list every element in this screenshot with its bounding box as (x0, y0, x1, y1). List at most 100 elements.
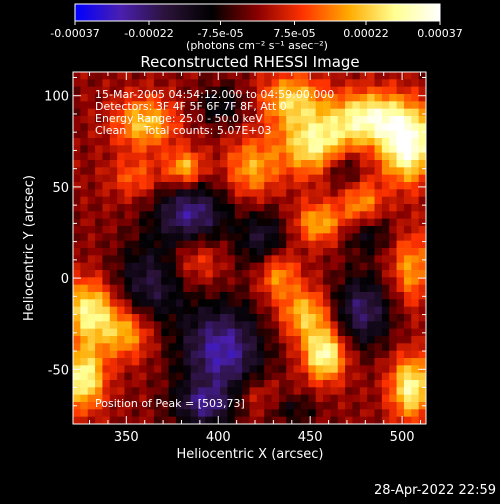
heatmap-pixel (381, 270, 390, 278)
heatmap-pixel (161, 72, 170, 80)
heatmap-pixel (212, 196, 221, 205)
heatmap-pixel (308, 218, 317, 227)
colorbar-tick-label: 0.00037 (417, 27, 463, 40)
heatmap-pixel (286, 72, 295, 80)
heatmap-pixel (183, 328, 192, 337)
heatmap-pixel (330, 350, 339, 359)
heatmap-pixel (205, 277, 214, 286)
heatmap-pixel (109, 101, 118, 110)
heatmap-pixel (308, 101, 317, 110)
heatmap-pixel (337, 394, 346, 403)
heatmap-pixel (300, 240, 309, 249)
heatmap-pixel (256, 226, 265, 234)
heatmap-pixel (278, 262, 287, 271)
heatmap-pixel (139, 101, 148, 110)
heatmap-pixel (345, 196, 354, 205)
heatmap-pixel (411, 387, 420, 396)
heatmap-pixel (102, 299, 111, 308)
heatmap-pixel (396, 182, 405, 190)
heatmap-pixel (389, 387, 398, 396)
heatmap-pixel (403, 277, 412, 286)
heatmap-pixel (190, 94, 199, 102)
heatmap-pixel (345, 306, 354, 315)
heatmap-pixel (87, 255, 96, 264)
heatmap-pixel (102, 358, 111, 366)
heatmap-pixel (403, 409, 412, 418)
heatmap-pixel (389, 189, 398, 198)
heatmap-pixel (323, 270, 331, 278)
heatmap-pixel (256, 336, 265, 344)
heatmap-pixel (249, 343, 258, 352)
heatmap-pixel (124, 270, 133, 278)
heatmap-pixel (389, 262, 398, 271)
heatmap-pixel (396, 174, 405, 183)
x-tick-label: 350 (114, 430, 139, 445)
heatmap-pixel (131, 358, 140, 366)
heatmap-pixel (308, 409, 317, 418)
heatmap-pixel (131, 248, 140, 256)
heatmap-pixel (212, 380, 221, 388)
heatmap-pixel (278, 350, 287, 359)
heatmap-pixel (389, 218, 398, 227)
heatmap-pixel (330, 321, 339, 330)
heatmap-pixel (315, 343, 324, 352)
heatmap-pixel (249, 328, 258, 337)
heatmap-pixel (161, 277, 170, 286)
heatmap-pixel (131, 365, 140, 374)
heatmap-pixel (242, 292, 251, 300)
heatmap-pixel (168, 152, 177, 161)
heatmap-pixel (256, 409, 265, 418)
heatmap-pixel (256, 387, 265, 396)
heatmap-pixel (190, 292, 199, 300)
heatmap-pixel (411, 218, 420, 227)
heatmap-pixel (109, 174, 118, 183)
heatmap-pixel (293, 314, 302, 322)
heatmap-pixel (146, 86, 155, 95)
heatmap-pixel (131, 116, 140, 124)
heatmap-pixel (190, 233, 199, 242)
heatmap-pixel (300, 145, 309, 154)
heatmap-pixel (249, 270, 258, 278)
heatmap-pixel (367, 108, 376, 117)
heatmap-pixel (73, 182, 81, 190)
heatmap-pixel (139, 94, 148, 102)
heatmap-pixel (337, 174, 346, 183)
heatmap-pixel (183, 306, 192, 315)
heatmap-pixel (95, 328, 104, 337)
heatmap-pixel (256, 152, 265, 161)
heatmap-pixel (367, 204, 376, 212)
heatmap-pixel (73, 94, 81, 102)
heatmap-pixel (153, 189, 162, 198)
heatmap-pixel (264, 182, 273, 190)
heatmap-pixel (117, 138, 126, 146)
heatmap-pixel (242, 79, 251, 88)
heatmap-pixel (73, 409, 81, 418)
heatmap-pixel (139, 314, 148, 322)
heatmap-pixel (249, 226, 258, 234)
heatmap-pixel (418, 262, 426, 271)
heatmap-pixel (352, 79, 361, 88)
heatmap-pixel (80, 248, 89, 256)
heatmap-pixel (153, 86, 162, 95)
heatmap-pixel (286, 306, 295, 315)
heatmap-pixel (80, 240, 89, 249)
heatmap-pixel (286, 336, 295, 344)
heatmap-pixel (212, 174, 221, 183)
heatmap-pixel (205, 152, 214, 161)
heatmap-pixel (352, 174, 361, 183)
heatmap-pixel (286, 240, 295, 249)
heatmap-pixel (278, 196, 287, 205)
heatmap-pixel (418, 196, 426, 205)
heatmap-pixel (146, 189, 155, 198)
heatmap-pixel (117, 336, 126, 344)
heatmap-pixel (73, 226, 81, 234)
heatmap-pixel (293, 218, 302, 227)
heatmap-pixel (278, 189, 287, 198)
heatmap-pixel (293, 277, 302, 286)
heatmap-pixel (117, 240, 126, 249)
heatmap-pixel (308, 299, 317, 308)
heatmap-pixel (220, 94, 229, 102)
heatmap-pixel (345, 108, 354, 117)
heatmap-pixel (153, 402, 162, 410)
heatmap-pixel (256, 79, 265, 88)
